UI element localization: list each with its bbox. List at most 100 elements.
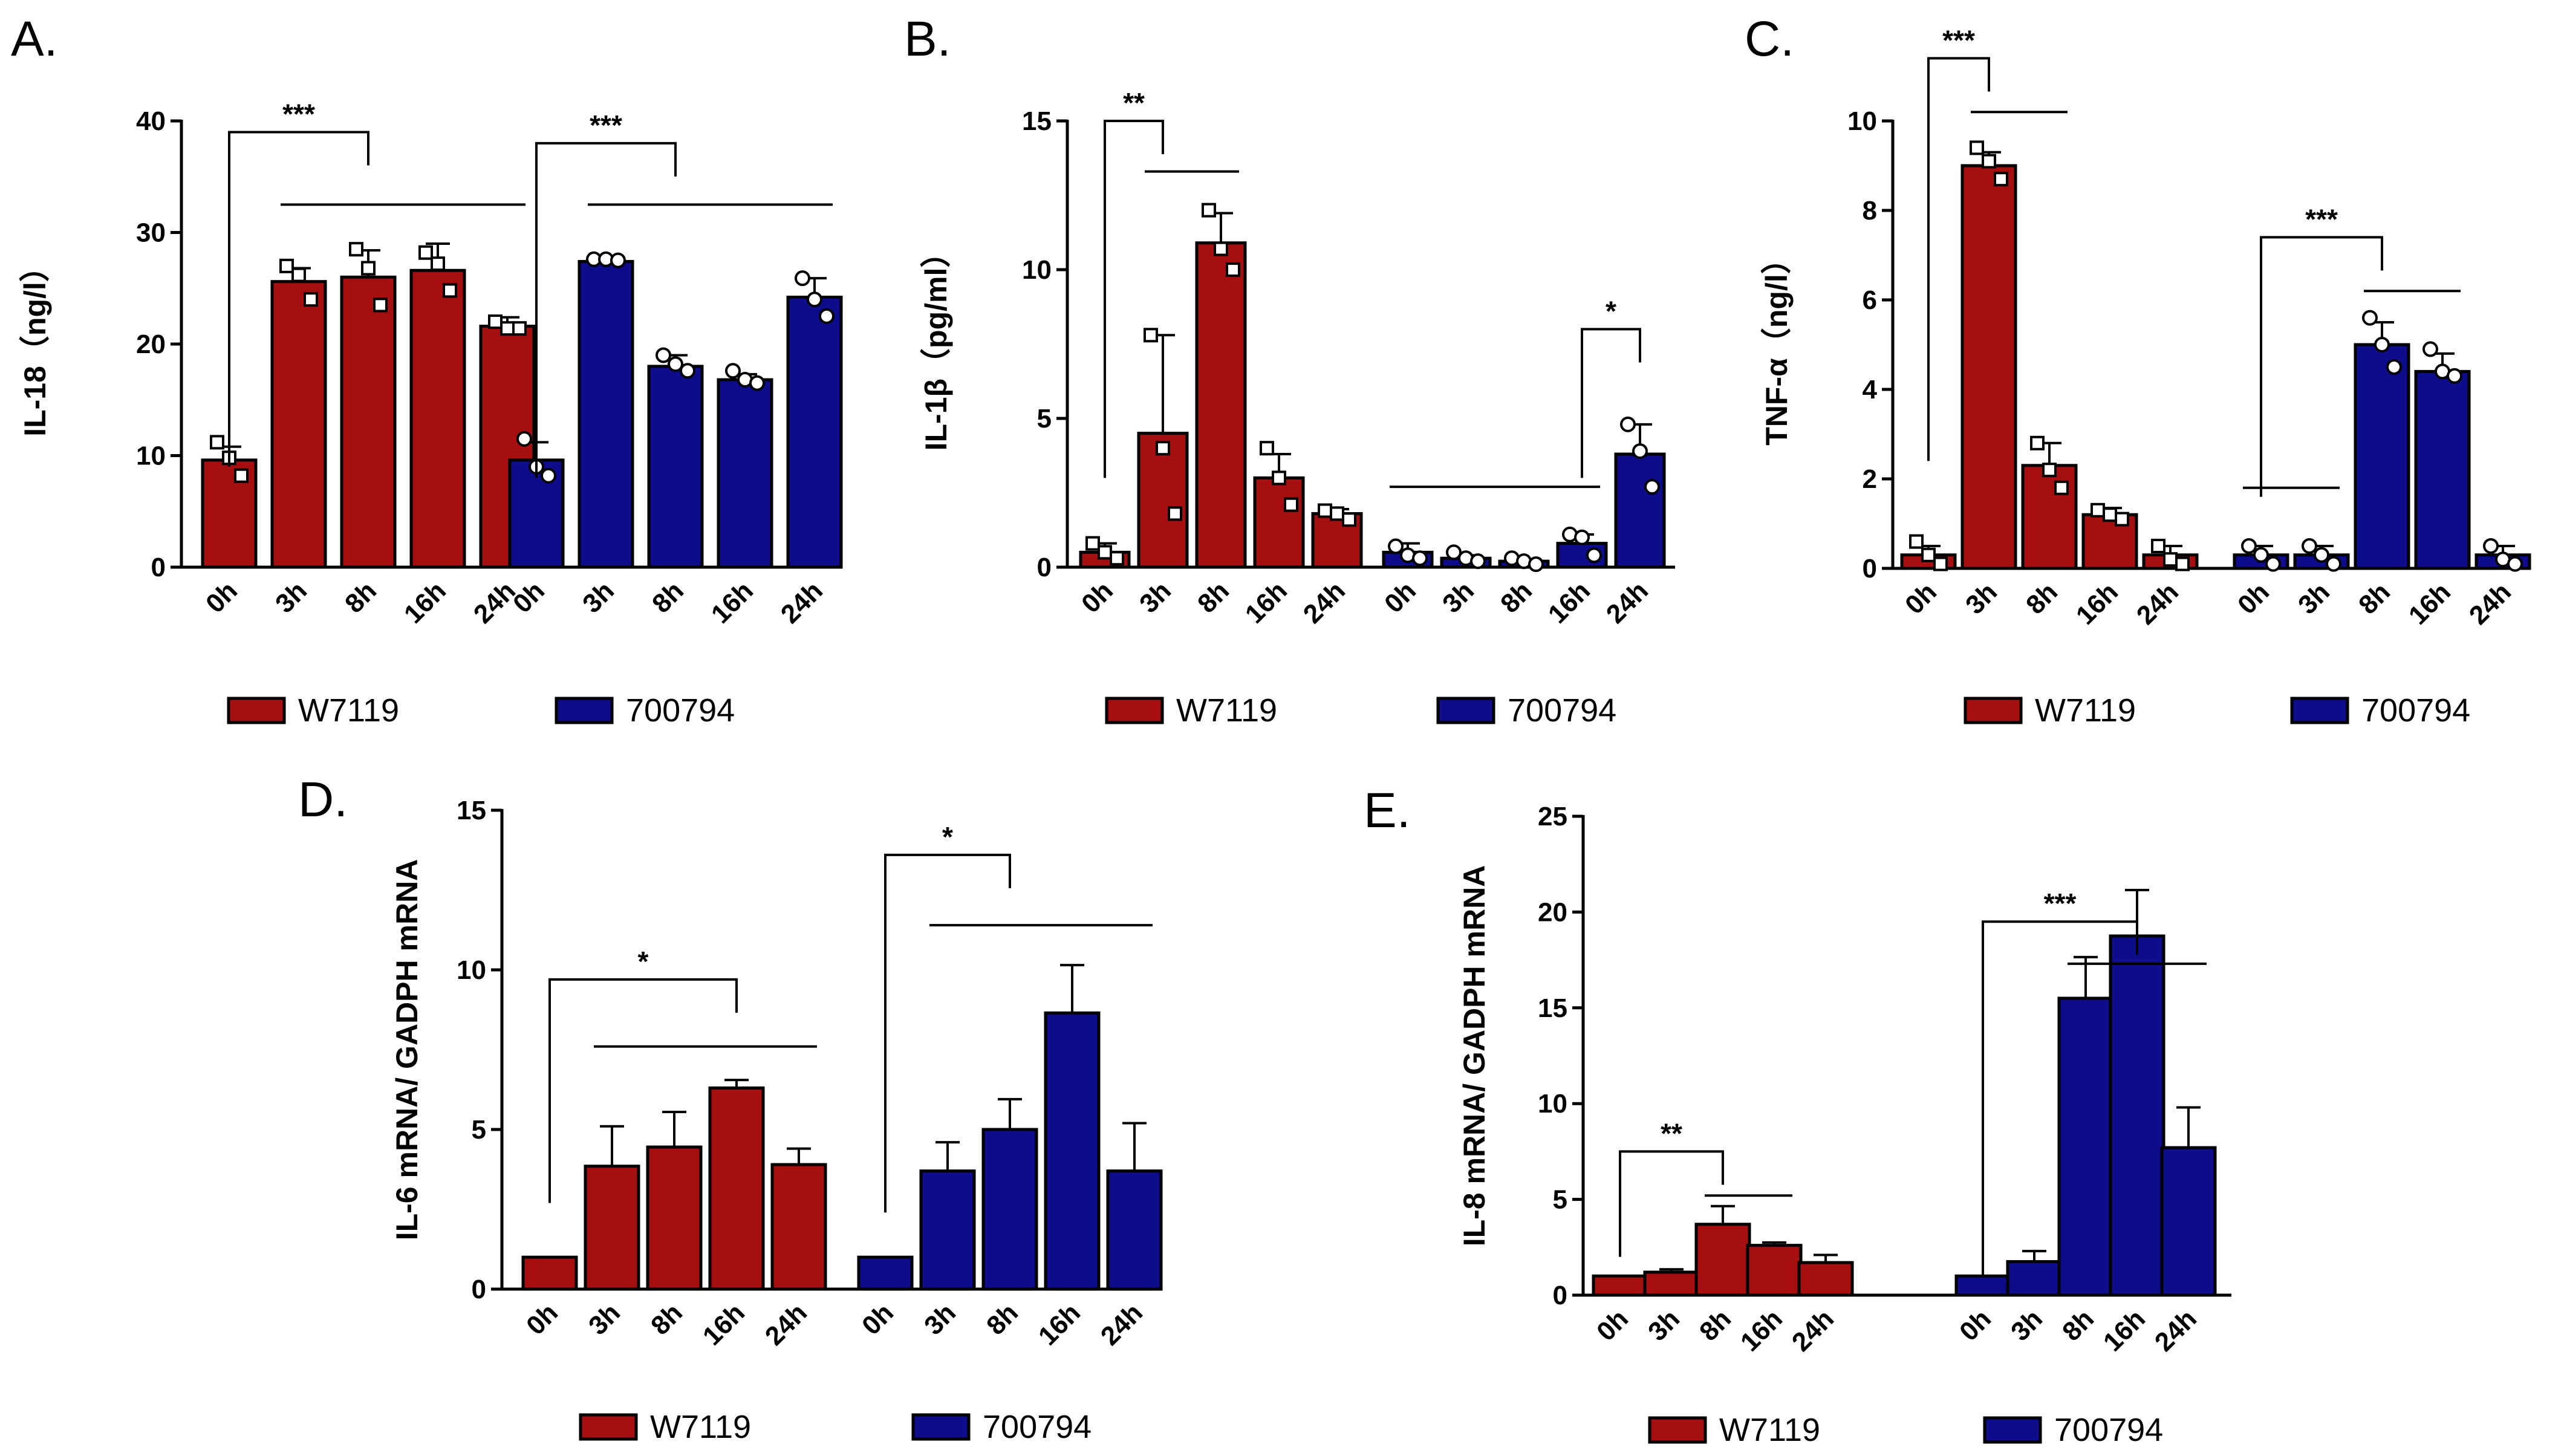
panel-B-data-point [1632, 443, 1648, 460]
panel-E-bar-700794-24h [2160, 1146, 2217, 1297]
panel-B-significance-bracket [1104, 120, 1164, 478]
panel-B-bar-700794-24h [1614, 452, 1666, 569]
panel-B-data-point [1586, 547, 1602, 564]
panel-A-letter: A. [11, 11, 57, 67]
panel-B-data-point [1528, 556, 1544, 573]
panel-B-significance-label: ** [1123, 87, 1145, 119]
panel-C-data-point [1982, 154, 1996, 169]
panel-A-significance-label: *** [282, 98, 315, 129]
panel-C-y-tick-label: 0 [1863, 554, 1877, 583]
panel-B-data-point [1110, 551, 1124, 566]
panel-C-significance-label: *** [2305, 203, 2338, 235]
panel-D-significance-bracket [884, 853, 1011, 1213]
panel-C-bar-700794-8h [2354, 343, 2410, 570]
panel-A-data-point [443, 283, 457, 298]
panel-E-significance-bracket [1619, 1150, 1724, 1257]
panel-C-data-point [2314, 547, 2329, 563]
panel-B-significance-label: * [1606, 295, 1616, 327]
panel-A-y-tick-label: 20 [136, 330, 166, 359]
panel-E-significance-bracket [1982, 920, 2138, 1276]
panel-E-letter: E. [1364, 783, 1410, 838]
panel-C-data-point [1933, 556, 1948, 571]
panel-D-letter: D. [298, 772, 348, 827]
panel-B-bar-W7119-3h [1137, 432, 1189, 569]
panel-A-data-point [488, 314, 503, 330]
panel-D-bar-700794-24h [1106, 1169, 1163, 1291]
panel-B-data-point [1388, 538, 1404, 554]
panel-B-data-point [1318, 503, 1332, 518]
panel-C-data-point [2483, 538, 2499, 554]
panel-A-data-point [291, 267, 306, 282]
panel-A-significance-label: *** [590, 109, 622, 141]
panel-A-data-point [807, 291, 822, 308]
panel-B-y-tick-label: 15 [1022, 106, 1052, 136]
panel-C-legend-swatch-W7119 [1964, 697, 2023, 724]
panel-C-data-point [2422, 341, 2438, 357]
panel-D-bar-W7119-16h [708, 1086, 765, 1291]
panel-B-data-point [1272, 470, 1286, 486]
panel-A-data-point [349, 242, 363, 257]
panel-A-data-point [431, 256, 445, 271]
panel-D-legend-label: 700794 [983, 1409, 1092, 1445]
panel-C-data-point [2103, 507, 2117, 522]
panel-A-data-point [795, 270, 810, 287]
panel-A-data-point [210, 435, 224, 450]
panel-A-data-point [512, 321, 527, 336]
panel-E-significance-label: ** [1661, 1117, 1682, 1149]
panel-B-data-point [1156, 441, 1170, 456]
panel-D-y-tick-label: 0 [472, 1275, 486, 1304]
panel-A-legend-label: W7119 [298, 692, 399, 729]
panel-C-letter: C. [1745, 11, 1794, 67]
panel-B-data-point [1446, 544, 1462, 561]
panel-B-data-point [1214, 241, 1228, 256]
panel-E-bar-W7119-3h [1643, 1270, 1700, 1297]
panel-A-y-axis-title: IL-18（ng/l） [18, 252, 52, 437]
panel-A-data-point [610, 252, 626, 268]
panel-A-bar-700794-8h [647, 365, 704, 569]
panel-E-y-axis-title: IL-8 mRNA/ GADPH mRNA [1457, 865, 1491, 1247]
panel-D-significance-bracket [548, 978, 738, 1203]
panel-B-data-point [1412, 550, 1428, 567]
panel-A-data-point [668, 356, 683, 372]
panel-B-y-axis-title: IL-1β（pg/ml） [919, 238, 953, 451]
panel-A-data-point [680, 363, 695, 379]
panel-D-bar-W7119-24h [770, 1163, 827, 1291]
panel-B-letter: B. [904, 11, 951, 67]
panel-B-data-point [1284, 497, 1298, 512]
panel-D-y-tick-label: 10 [457, 955, 486, 985]
panel-C-bar-W7119-16h [2081, 513, 2138, 570]
panel-B-data-point [1226, 262, 1240, 277]
panel-D-significance-label: * [942, 821, 953, 853]
panel-D-bar-W7119-3h [584, 1165, 640, 1291]
panel-C-y-tick-label: 10 [1847, 106, 1877, 136]
panel-E-bar-700794-16h [2109, 934, 2165, 1297]
panel-A-significance-bracket [535, 141, 677, 478]
panel-C-data-point [2042, 463, 2057, 478]
panel-E-bar-700794-3h [2006, 1260, 2063, 1297]
panel-A-data-point [234, 468, 249, 483]
panel-C-data-point [2253, 547, 2269, 563]
panel-A-data-point [516, 431, 532, 447]
panel-C-data-point [2163, 552, 2178, 567]
panel-A-data-point [279, 258, 294, 273]
panel-A-data-point [725, 363, 741, 379]
panel-A-y-tick-label: 30 [136, 218, 166, 248]
panel-B-data-point [1202, 203, 1216, 218]
panel-C-significance-label: *** [1942, 24, 1975, 56]
panel-B-data-point [1260, 441, 1274, 456]
panel-A-significance-bracket [228, 131, 369, 467]
panel-C-data-point [2241, 538, 2257, 554]
panel-D-bar-W7119-8h [646, 1145, 703, 1291]
panel-A-data-point [749, 375, 765, 391]
panel-A-legend-swatch-700794 [555, 697, 614, 724]
panel-D-bar-700794-0h [857, 1255, 914, 1291]
panel-C-data-point [1970, 140, 1984, 155]
panel-E-significance-label: *** [2044, 888, 2077, 919]
panel-B-legend-swatch-700794 [1436, 697, 1495, 724]
panel-E-bar-700794-8h [2057, 996, 2114, 1297]
panel-C-y-tick-label: 8 [1863, 196, 1877, 226]
panel-E-bar-W7119-0h [1592, 1274, 1648, 1297]
panel-E-legend-swatch-W7119 [1648, 1416, 1707, 1444]
panel-C-legend-label: 700794 [2361, 692, 2470, 729]
